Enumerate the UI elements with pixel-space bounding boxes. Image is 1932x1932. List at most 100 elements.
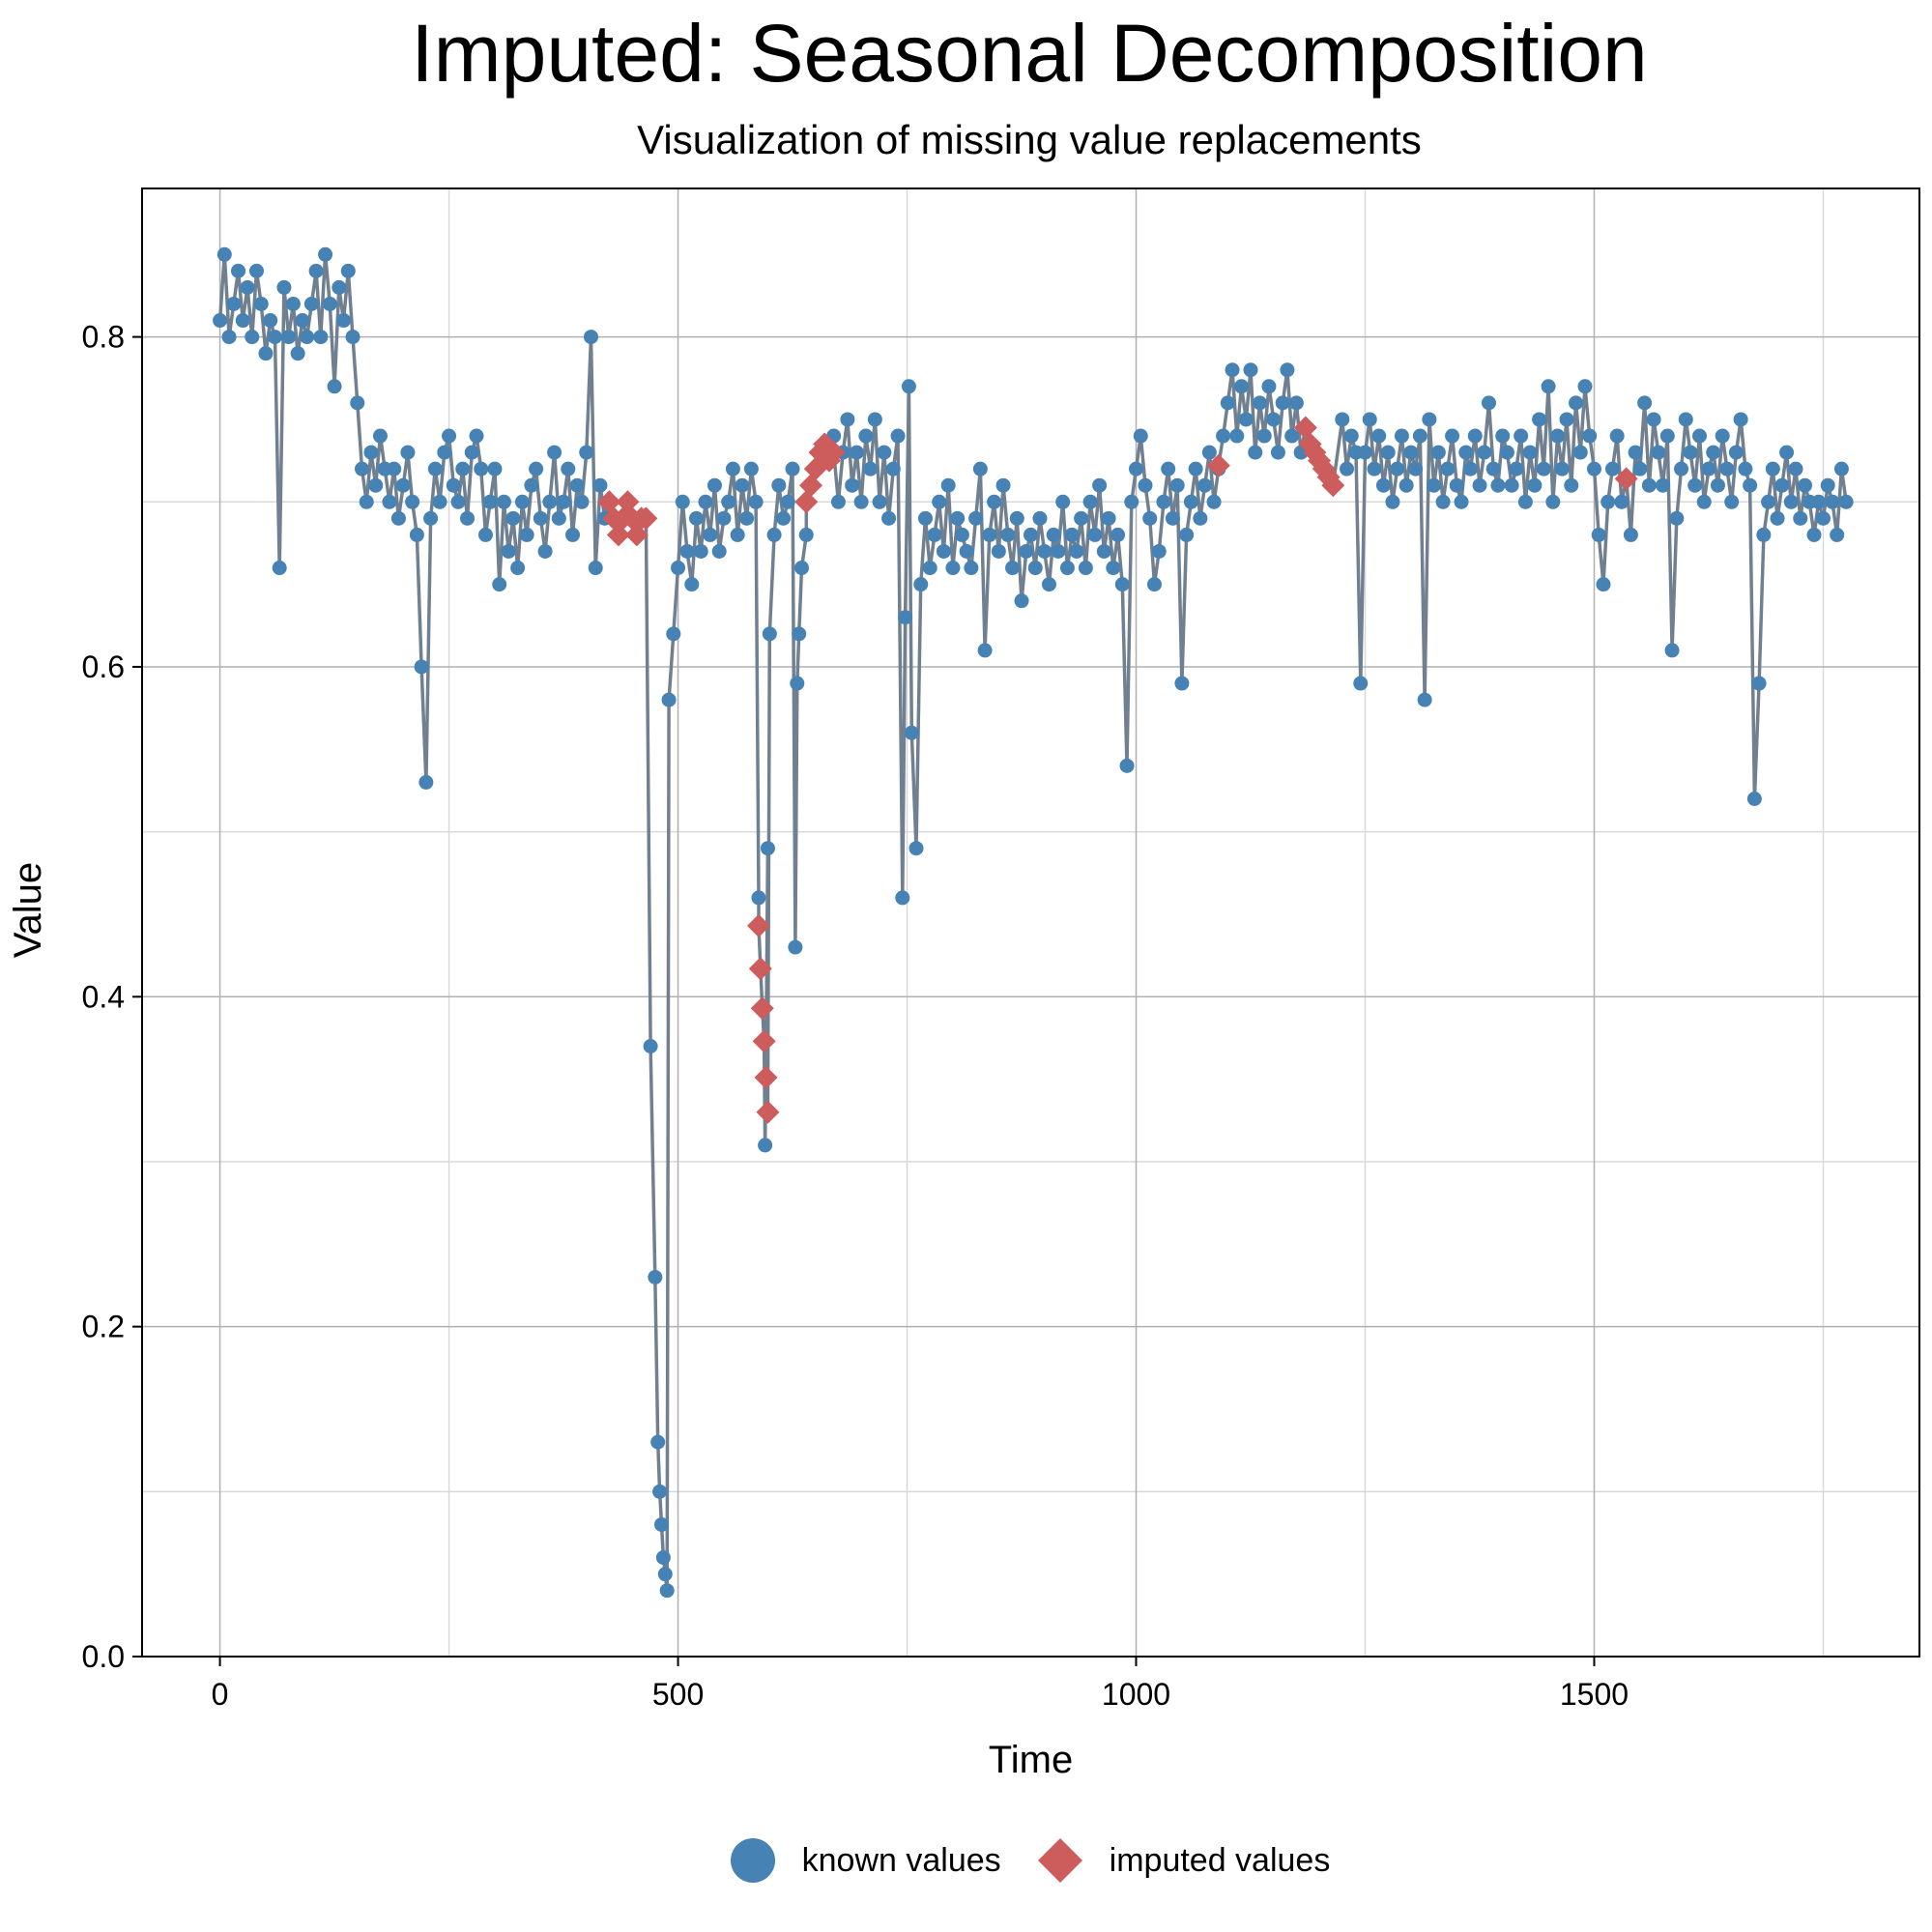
known-value-point	[1270, 445, 1285, 460]
known-value-point	[1495, 428, 1511, 444]
known-value-point	[1706, 445, 1721, 460]
imputed-value-point	[752, 1029, 776, 1053]
known-value-point	[1000, 527, 1016, 542]
known-value-point	[954, 527, 969, 542]
known-value-point	[395, 477, 411, 493]
known-value-point	[442, 428, 457, 444]
data-series	[213, 246, 1854, 1599]
known-value-point	[1335, 412, 1350, 427]
known-value-point	[336, 313, 352, 329]
known-value-point	[735, 477, 750, 493]
y-tick-label: 0.8	[82, 320, 125, 355]
known-value-point	[1343, 428, 1359, 444]
known-value-point	[1288, 395, 1304, 411]
imputed-value-point	[1321, 474, 1345, 498]
known-value-point	[529, 461, 544, 476]
known-value-point	[226, 296, 242, 311]
known-value-point	[1234, 379, 1250, 394]
known-value-point	[788, 939, 803, 955]
known-value-point	[1037, 543, 1053, 559]
known-value-point	[1403, 445, 1419, 460]
known-value-point	[427, 461, 443, 476]
known-value-point	[1738, 461, 1753, 476]
known-value-point	[1362, 412, 1377, 427]
known-value-point	[281, 330, 297, 345]
known-value-point	[758, 1138, 773, 1153]
known-value-point	[387, 461, 402, 476]
known-value-point	[514, 494, 530, 509]
imputed-value-point	[1206, 453, 1230, 477]
known-value-point	[849, 445, 864, 460]
known-value-point	[901, 379, 916, 394]
known-value-point	[657, 1567, 673, 1582]
known-value-point	[1656, 477, 1671, 493]
known-value-point	[661, 692, 677, 707]
known-value-point	[1197, 477, 1213, 493]
known-value-point	[248, 263, 264, 278]
known-value-point	[551, 510, 566, 526]
known-value-point	[1467, 428, 1483, 444]
known-value-point	[1728, 445, 1744, 460]
known-value-point	[766, 527, 782, 542]
known-value-point	[496, 494, 511, 509]
known-value-point	[519, 527, 534, 542]
imputed-value-point	[1614, 467, 1638, 491]
known-value-point	[1830, 527, 1845, 542]
known-value-point	[1751, 676, 1767, 691]
known-value-point	[1564, 477, 1579, 493]
known-value-point	[689, 510, 705, 526]
y-tick-label: 0.0	[82, 1639, 125, 1674]
known-value-point	[290, 346, 305, 361]
x-axis-label: Time	[989, 1739, 1073, 1781]
known-value-point	[1820, 477, 1835, 493]
known-value-point	[382, 494, 397, 509]
known-value-point	[216, 246, 232, 262]
known-value-point	[1550, 428, 1566, 444]
known-value-point	[1009, 510, 1024, 526]
known-value-point	[748, 494, 764, 509]
known-value-point	[1838, 494, 1854, 509]
known-value-point	[1275, 395, 1290, 411]
known-value-point	[1041, 577, 1056, 592]
known-value-point	[1637, 395, 1653, 411]
known-value-point	[1463, 461, 1479, 476]
known-value-point	[432, 494, 447, 509]
known-value-point	[991, 543, 1006, 559]
known-value-point	[1027, 561, 1043, 576]
imputed-value-point	[624, 523, 649, 547]
known-value-point	[945, 561, 961, 576]
known-value-point	[659, 1583, 675, 1599]
known-value-point	[565, 527, 581, 542]
known-value-point	[1129, 461, 1144, 476]
known-value-point	[1110, 527, 1126, 542]
grid-lines	[142, 188, 1919, 1658]
imputed-value-point	[1293, 416, 1317, 440]
known-value-point	[303, 296, 319, 311]
known-value-point	[863, 461, 879, 476]
legend-item-imputed: imputed values	[1036, 1836, 1330, 1885]
known-value-point	[972, 461, 988, 476]
known-value-point	[1124, 494, 1139, 509]
known-value-point	[776, 510, 792, 526]
known-value-point	[853, 494, 869, 509]
known-value-point	[1445, 428, 1460, 444]
known-value-point	[652, 1484, 668, 1499]
known-value-point	[1793, 510, 1808, 526]
known-value-point	[1609, 428, 1625, 444]
known-value-point	[300, 330, 315, 345]
plot-frame	[141, 187, 1920, 1658]
known-value-point	[1183, 494, 1198, 509]
known-value-point	[1169, 477, 1185, 493]
known-value-point	[1632, 461, 1648, 476]
known-value-point	[950, 510, 966, 526]
known-value-point	[1399, 477, 1414, 493]
known-value-point	[1674, 461, 1689, 476]
known-value-point	[482, 494, 498, 509]
known-value-point	[1825, 494, 1840, 509]
known-value-point	[1284, 428, 1300, 444]
imputed-value-point	[750, 996, 774, 1021]
known-value-point	[556, 494, 571, 509]
known-value-point	[1454, 494, 1469, 509]
known-value-point	[675, 494, 690, 509]
